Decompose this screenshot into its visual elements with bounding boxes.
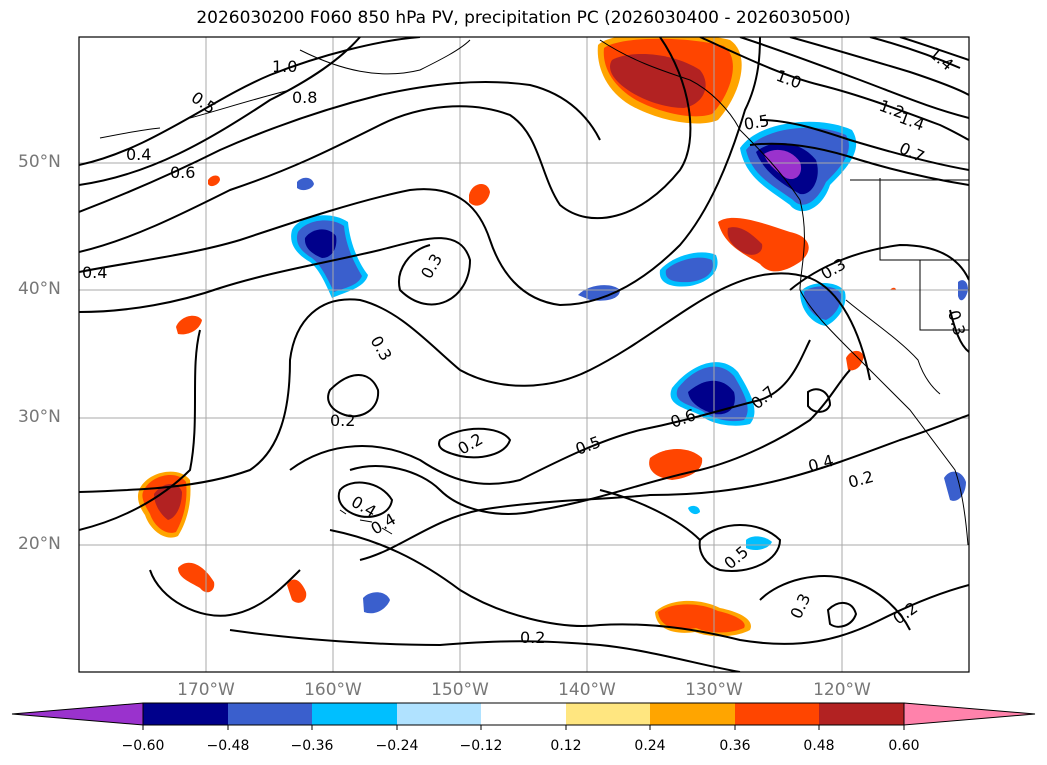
- colorbar: [11, 702, 1036, 730]
- contour-label: 0.7: [896, 138, 927, 166]
- contour-label: 0.6: [170, 163, 195, 182]
- precip-patch-positive-or: [718, 217, 809, 272]
- contour-label: 0.4: [126, 145, 151, 164]
- colorbar-bin: [397, 703, 481, 725]
- lon-label: 160°W: [304, 680, 362, 700]
- contour-label: 0.5: [573, 432, 603, 459]
- contour-label: 1.4: [925, 44, 957, 75]
- lon-label: 130°W: [685, 680, 743, 700]
- colorbar-tick-label: −0.24: [375, 738, 419, 754]
- precip-shading: [137, 37, 968, 637]
- contour-label: 0.3: [786, 591, 814, 622]
- lon-label: 150°W: [431, 680, 489, 700]
- plot-frame: [78, 36, 970, 673]
- colorbar-tick-label: 0.24: [634, 738, 666, 754]
- lon-label: 140°W: [558, 680, 616, 700]
- colorbar-extend-low: [11, 702, 144, 726]
- pv-contours: [79, 37, 969, 672]
- colorbar-bin: [312, 703, 397, 725]
- graticule: [79, 37, 969, 672]
- colorbar-tick-label: −0.12: [459, 738, 503, 754]
- lat-label: 20°N: [18, 534, 61, 554]
- contour-label: 0.2: [455, 429, 487, 458]
- colorbar-bin: [143, 703, 228, 725]
- colorbar-tick-label: 0.36: [719, 738, 751, 754]
- colorbar-bin: [819, 703, 904, 725]
- colorbar-bin: [650, 703, 735, 725]
- colorbar-tick-label: 0.60: [888, 738, 920, 754]
- contour-label: 1.0: [774, 66, 804, 93]
- colorbar-tick-label: 0.12: [550, 738, 582, 754]
- contour-label: 0.3: [367, 333, 396, 365]
- lon-label: 170°W: [177, 680, 235, 700]
- lat-label: 30°N: [18, 407, 61, 427]
- contour-label: 0.2: [846, 467, 876, 492]
- colorbar-bin: [228, 703, 312, 725]
- colorbar-bin: [735, 703, 819, 725]
- colorbar-tick-label: −0.36: [290, 738, 334, 754]
- lon-label: 120°W: [813, 680, 871, 700]
- contour-label: 0.5: [742, 111, 770, 134]
- lat-label: 50°N: [18, 152, 61, 172]
- contour-label: 0.4: [806, 451, 836, 476]
- colorbar-tick-label: −0.60: [121, 738, 165, 754]
- colorbar-tick-label: 0.48: [803, 738, 835, 754]
- contour-label: 0.2: [520, 628, 545, 647]
- contour-label: 1.0: [272, 57, 297, 76]
- contour-label: 0.2: [330, 411, 355, 430]
- colorbar-bin: [566, 703, 650, 725]
- contour-label: 0.4: [82, 263, 107, 282]
- lat-label: 40°N: [18, 279, 61, 299]
- contour-label: 0.5: [188, 88, 220, 118]
- contour-label: 0.3: [944, 308, 969, 338]
- colorbar-extend-high: [903, 702, 1036, 726]
- contour-label: 0.8: [292, 88, 317, 107]
- colorbar-bin: [481, 703, 566, 725]
- colorbar-tick-label: −0.48: [206, 738, 250, 754]
- map-title: 2026030200 F060 850 hPa PV, precipitatio…: [196, 8, 851, 28]
- contour-label: 1.4: [897, 108, 927, 135]
- contour-label: 0.3: [417, 250, 446, 282]
